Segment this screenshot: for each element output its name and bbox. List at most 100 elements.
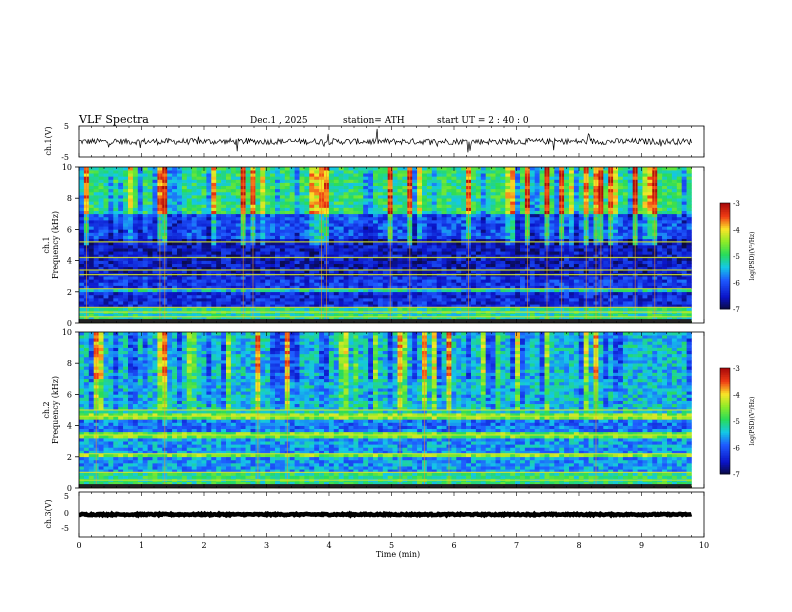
ch1-spectrogram-cell [515, 201, 521, 205]
ch1-spectrogram-cell [402, 191, 408, 196]
ch1-spectrogram-cell [177, 170, 183, 174]
ch1-spectrogram-cell [201, 298, 207, 302]
ch1-spectrogram-cell [275, 245, 281, 249]
ch1-spectrogram-cell [446, 285, 452, 289]
ch1-spectrogram-cell [289, 313, 295, 318]
ch1-spectrogram-cell [221, 288, 227, 293]
ch1-spectrogram-cell [515, 207, 521, 211]
ch1-spectrogram-cell [167, 226, 173, 230]
ch1-spectrogram-cell [495, 260, 501, 265]
ch1-spectrogram-cell [510, 229, 516, 233]
ch1-spectrogram-cell [147, 191, 153, 196]
ch1-spectrogram-cell [417, 207, 423, 211]
ch1-spectrogram-cell [343, 167, 349, 171]
ch1-spectrogram-cell [152, 254, 158, 258]
ch1-spectrogram-cell [338, 251, 344, 255]
ch1-spectrogram-cell [358, 301, 364, 305]
ch1-spectrogram-cell [539, 226, 545, 230]
ch1-spectrogram-cell [270, 279, 276, 283]
ch1-spectrogram-cell [289, 220, 295, 224]
ch1-spectrogram-cell [191, 248, 197, 252]
ch1-spectrogram-cell [152, 266, 158, 271]
ch1-ylabel: ch.1(V) [44, 126, 53, 155]
start-ut-label: start UT = 2 : 40 : 0 [437, 116, 529, 126]
ch1-spectrogram-cell [422, 195, 428, 199]
ch1-spectrogram-cell [152, 210, 158, 215]
ch1-spectrogram-cell [103, 213, 109, 218]
ch1-spectrogram-cell [426, 173, 433, 177]
ch1-spectrogram-cell [397, 204, 403, 208]
ch1-spectrogram-cell [98, 182, 104, 187]
ch1-spectrogram-cell [294, 257, 300, 261]
ch1-spectrogram-cell [363, 245, 369, 249]
ch1-spectrogram-cell [275, 235, 281, 240]
ch1-spectrogram-cell [128, 313, 134, 318]
ch1-spectrogram-cell [495, 248, 501, 252]
ch1-spectrogram-cell [368, 266, 374, 271]
ch1-spectrogram-cell [539, 241, 545, 246]
ch1-spectrogram-cell [456, 210, 462, 215]
ch1-spectrogram-cell [265, 254, 271, 258]
ch1-spectrogram-cell [128, 263, 134, 268]
ch1-spectrogram-cell [186, 216, 192, 221]
ch1-spectrogram-cell [500, 288, 506, 293]
ch1-spectrogram-cell [348, 223, 354, 227]
ch1-spectrogram-cell [113, 223, 119, 227]
ch1-spectrogram-cell [260, 269, 266, 274]
ch1-spectrogram-cell [377, 235, 384, 240]
ch1-spectrogram-cell [142, 229, 148, 233]
ch1-spectrogram-cell [338, 276, 344, 280]
ch1-spectrogram-cell [358, 254, 364, 258]
ch1-spectrogram-cell [255, 298, 261, 302]
ch1-spectrogram-cell [377, 301, 384, 305]
ch1-spectrogram-cell [108, 307, 114, 311]
ch1-spectrogram-cell [363, 182, 369, 187]
ch1-spectrogram-cell [490, 173, 496, 177]
ch1-spectrogram-cell [309, 266, 315, 271]
ch1-spectrogram-cell [382, 257, 388, 261]
ch1-spectrogram-cell [500, 185, 506, 190]
ch1-spectrogram-cell [230, 266, 237, 271]
ch1-spectrogram-cell [328, 313, 335, 318]
ch1-spectrogram-cell [475, 173, 482, 177]
ch1-spectrogram-cell [211, 304, 217, 308]
ch1-spectrogram-cell [348, 238, 354, 243]
ch1-spectrogram-cell [368, 260, 374, 265]
ch1-spectrogram-cell [333, 235, 339, 240]
ch1-spectrogram-cell [206, 235, 212, 240]
ch1-spectrogram-cell [358, 201, 364, 205]
ch1-spectrogram-cell [270, 167, 276, 171]
ch1-spectrogram-cell [382, 207, 388, 211]
ch1-spectrogram-cell [299, 235, 305, 240]
ch1-spectrogram-cell [294, 294, 300, 299]
ch1-spectrogram-cell [147, 307, 153, 311]
ch1-spectrogram-cell [446, 226, 452, 230]
ch1-spectrogram-cell [221, 232, 227, 236]
ch1-spectrogram-cell [235, 232, 241, 236]
ch1-spectrogram-cell [534, 235, 540, 240]
ch1-spectrogram-cell [235, 313, 241, 318]
ch1-spectrogram-cell [412, 188, 418, 193]
ch1-spectrogram-cell [98, 282, 104, 286]
ch1-spectrogram-cell [206, 316, 212, 321]
ch1-spectrogram-cell [529, 245, 535, 249]
ch1-spectrogram-cell [456, 307, 462, 311]
ch1-spectrogram-cell [333, 232, 339, 236]
ch1-spectrogram-cell [275, 179, 281, 183]
ch1-spectrogram-cell [534, 170, 540, 174]
ch1-spectrogram-cell [128, 213, 134, 218]
ch1-spectrogram-cell [441, 229, 447, 233]
ch1-spectrogram-cell [181, 248, 188, 252]
ch1-spectrogram-cell [495, 245, 501, 249]
ch1-spectrogram-cell [441, 182, 447, 187]
ch1-spectrogram-cell [123, 298, 129, 302]
ch1-spectrogram-cell [505, 238, 511, 243]
ch1-spectrogram-cell [353, 216, 359, 221]
ch1-spectrogram-cell [417, 263, 423, 268]
ch1-spectrogram-cell [118, 285, 124, 289]
ch1-spectrogram-cell [132, 257, 139, 261]
ch1-spectrogram-cell [475, 198, 482, 202]
ch1-spectrogram-cell [79, 182, 85, 187]
ch1-spectrogram-cell [216, 279, 222, 283]
ch1-spectrogram-cell [103, 223, 109, 227]
